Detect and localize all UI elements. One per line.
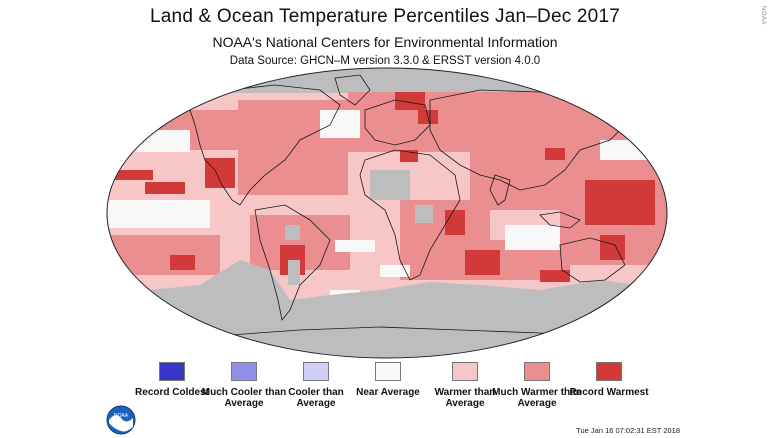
legend-item-near-average: Near Average bbox=[343, 362, 433, 398]
map-subtitle: NOAA's National Centers for Environmenta… bbox=[212, 34, 558, 50]
legend-swatch bbox=[524, 362, 550, 381]
legend-label: Record Coldest bbox=[135, 387, 209, 398]
legend-label: Much Warmer than Average bbox=[492, 387, 582, 409]
legend-label: Much Cooler than Average bbox=[201, 387, 287, 409]
logo-text: NOAA bbox=[114, 413, 129, 419]
data-source: Data Source: GHCN–M version 3.3.0 & ERSS… bbox=[229, 55, 541, 67]
legend-swatch bbox=[596, 362, 622, 381]
legend-swatch bbox=[231, 362, 257, 381]
noaa-logo-icon: NOAA bbox=[106, 405, 136, 435]
legend-item-much-cooler: Much Cooler than Average bbox=[199, 362, 289, 409]
globe-outline bbox=[106, 67, 668, 359]
legend-item-warmer: Warmer than Average bbox=[420, 362, 510, 409]
legend-item-much-warmer: Much Warmer than Average bbox=[492, 362, 582, 409]
legend-label: Warmer than Average bbox=[434, 387, 496, 409]
legend-swatch bbox=[375, 362, 401, 381]
legend: Record Coldest Much Cooler than Average … bbox=[0, 362, 770, 432]
legend-swatch bbox=[303, 362, 329, 381]
map-title: Land & Ocean Temperature Percentiles Jan… bbox=[150, 6, 620, 27]
legend-item-record-warmest: Record Warmest bbox=[564, 362, 654, 398]
timestamp: Tue Jan 16 07:02:31 EST 2018 bbox=[576, 426, 680, 435]
legend-item-record-coldest: Record Coldest bbox=[127, 362, 217, 398]
legend-swatch bbox=[159, 362, 185, 381]
legend-item-cooler: Cooler than Average bbox=[271, 362, 361, 409]
legend-swatch bbox=[452, 362, 478, 381]
legend-label: Record Warmest bbox=[569, 387, 649, 398]
legend-label: Near Average bbox=[356, 387, 420, 398]
watermark: NOAA bbox=[760, 6, 766, 26]
legend-label: Cooler than Average bbox=[288, 387, 344, 409]
